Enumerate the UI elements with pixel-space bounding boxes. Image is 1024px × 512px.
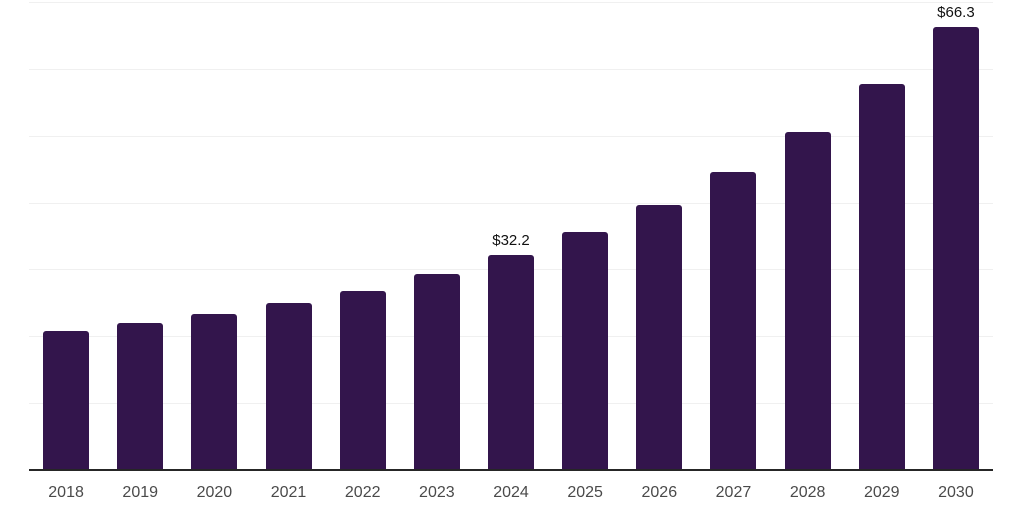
- x-axis-line: [29, 469, 993, 471]
- bar-value-label-2030: $66.3: [937, 3, 975, 21]
- x-tick-label-2025: 2025: [567, 484, 603, 501]
- x-tick-label-2018: 2018: [48, 484, 84, 501]
- x-tick-label-2021: 2021: [270, 484, 307, 501]
- gridline: [29, 202, 993, 204]
- bar-2026: [636, 205, 683, 470]
- bar-2023: [413, 274, 460, 470]
- bar-2029: [858, 83, 905, 470]
- x-tick-label-2026: 2026: [641, 484, 678, 501]
- x-tick-label-2019: 2019: [122, 484, 159, 501]
- x-tick-label-2023: 2023: [419, 484, 455, 501]
- gridline: [29, 68, 993, 70]
- x-tick-label-2024: 2024: [493, 484, 529, 501]
- bar-2024: [488, 254, 534, 470]
- x-tick-label-2020: 2020: [196, 484, 233, 501]
- bar-2030: [932, 26, 979, 470]
- bar-2022: [339, 290, 386, 470]
- gridline: [29, 2, 993, 3]
- bar-2018: [43, 330, 90, 470]
- x-tick-label-2027: 2027: [715, 484, 752, 501]
- x-tick-label-2030: 2030: [938, 484, 974, 501]
- gridline: [29, 135, 993, 137]
- bar-2019: [117, 322, 164, 470]
- bar-2028: [784, 131, 831, 470]
- x-tick-label-2022: 2022: [344, 484, 381, 501]
- bar-2021: [265, 302, 312, 470]
- bar-2027: [710, 171, 757, 470]
- bar-2025: [562, 231, 609, 470]
- bar-value-label-2024: $32.2: [492, 231, 530, 249]
- x-tick-label-2029: 2029: [863, 484, 900, 501]
- bar-2020: [191, 314, 238, 470]
- x-tick-label-2028: 2028: [789, 484, 826, 501]
